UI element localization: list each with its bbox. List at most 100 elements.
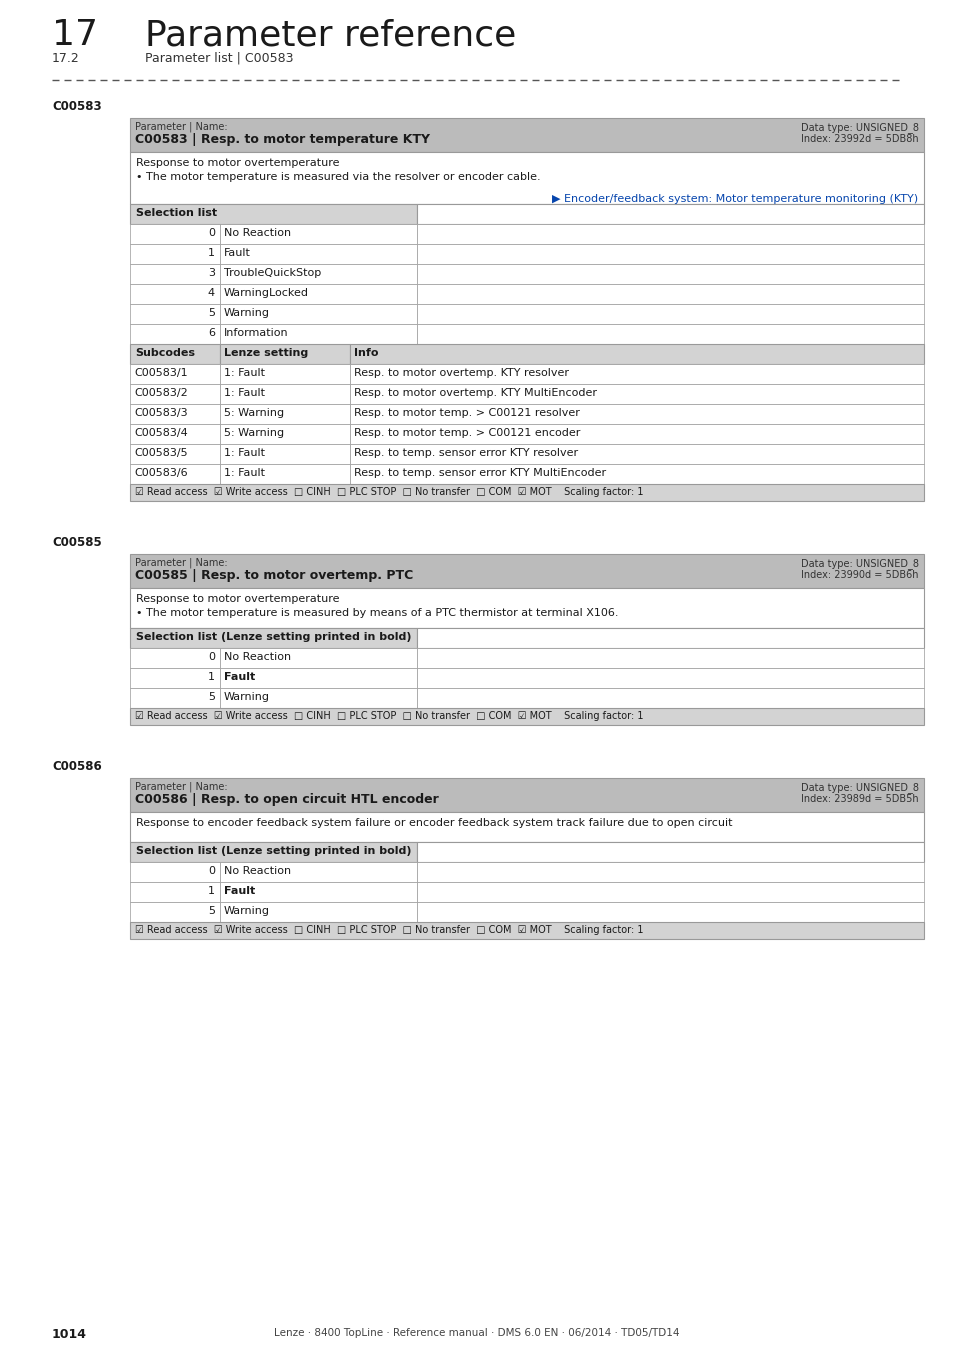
Bar: [416, 902, 923, 922]
Bar: [416, 668, 923, 688]
Text: C00585 | Resp. to motor overtemp. PTC: C00585 | Resp. to motor overtemp. PTC: [135, 568, 413, 582]
Bar: [416, 842, 923, 863]
Text: Info: Info: [354, 348, 378, 358]
Text: ☑ Read access  ☑ Write access  □ CINH  □ PLC STOP  □ No transfer  □ COM  ☑ MOT  : ☑ Read access ☑ Write access □ CINH □ PL…: [135, 925, 643, 936]
Text: Response to motor overtemperature: Response to motor overtemperature: [136, 158, 339, 167]
Bar: [220, 444, 350, 464]
Bar: [220, 344, 350, 364]
Text: Response to motor overtemperature: Response to motor overtemperature: [136, 594, 339, 603]
Text: 1: Fault: 1: Fault: [224, 448, 265, 458]
Text: C00583/5: C00583/5: [133, 448, 188, 458]
Bar: [130, 589, 923, 628]
Text: 5: Warning: 5: Warning: [224, 408, 284, 418]
Bar: [130, 284, 220, 304]
Bar: [130, 244, 220, 265]
Bar: [130, 811, 923, 842]
Text: Warning: Warning: [224, 693, 270, 702]
Text: No Reaction: No Reaction: [224, 228, 291, 238]
Text: Parameter | Name:: Parameter | Name:: [135, 122, 228, 132]
Bar: [220, 464, 350, 485]
Bar: [130, 668, 220, 688]
Text: Resp. to motor temp. > C00121 resolver: Resp. to motor temp. > C00121 resolver: [354, 408, 579, 418]
Bar: [130, 204, 416, 224]
Text: 4: 4: [208, 288, 214, 298]
Bar: [220, 404, 350, 424]
Bar: [130, 863, 220, 882]
Text: Data type: UNSIGNED_8: Data type: UNSIGNED_8: [801, 122, 918, 132]
Text: C00583/6: C00583/6: [133, 468, 188, 478]
Text: C00583 | Resp. to motor temperature KTY: C00583 | Resp. to motor temperature KTY: [135, 134, 430, 146]
Text: Resp. to motor overtemp. KTY MultiEncoder: Resp. to motor overtemp. KTY MultiEncode…: [354, 387, 597, 398]
Text: 1: 1: [208, 886, 214, 896]
Text: Data type: UNSIGNED_8: Data type: UNSIGNED_8: [801, 782, 918, 792]
Text: 1: Fault: 1: Fault: [224, 468, 265, 478]
Bar: [220, 364, 350, 383]
Bar: [220, 383, 350, 404]
Text: C00586 | Resp. to open circuit HTL encoder: C00586 | Resp. to open circuit HTL encod…: [135, 792, 438, 806]
Bar: [220, 284, 416, 304]
Text: Parameter reference: Parameter reference: [145, 18, 516, 53]
Text: 5: Warning: 5: Warning: [224, 428, 284, 437]
Bar: [416, 204, 923, 224]
Bar: [350, 464, 923, 485]
Bar: [130, 364, 220, 383]
Text: No Reaction: No Reaction: [224, 652, 291, 662]
Text: Fault: Fault: [224, 886, 255, 896]
Bar: [130, 485, 923, 501]
Text: Subcodes: Subcodes: [135, 348, 194, 358]
Text: Parameter list | C00583: Parameter list | C00583: [145, 53, 294, 65]
Bar: [130, 707, 923, 725]
Bar: [416, 863, 923, 882]
Bar: [416, 628, 923, 648]
Text: C00583/3: C00583/3: [133, 408, 188, 418]
Text: 6: 6: [208, 328, 214, 338]
Bar: [130, 324, 220, 344]
Text: Parameter | Name:: Parameter | Name:: [135, 782, 228, 792]
Text: ☑ Read access  ☑ Write access  □ CINH  □ PLC STOP  □ No transfer  □ COM  ☑ MOT  : ☑ Read access ☑ Write access □ CINH □ PL…: [135, 711, 643, 721]
Text: 0: 0: [208, 652, 214, 662]
Text: TroubleQuickStop: TroubleQuickStop: [224, 269, 321, 278]
Bar: [130, 444, 220, 464]
Text: Index: 23990d = 5DB6h: Index: 23990d = 5DB6h: [801, 570, 918, 580]
Bar: [130, 464, 220, 485]
Bar: [220, 324, 416, 344]
Bar: [130, 265, 220, 284]
Text: Resp. to motor overtemp. KTY resolver: Resp. to motor overtemp. KTY resolver: [354, 369, 568, 378]
Text: Selection list (Lenze setting printed in bold): Selection list (Lenze setting printed in…: [136, 632, 411, 643]
Text: 1: 1: [208, 248, 214, 258]
Text: Selection list: Selection list: [136, 208, 217, 217]
Text: 1: Fault: 1: Fault: [224, 387, 265, 398]
Bar: [350, 383, 923, 404]
Text: Index: 23989d = 5DB5h: Index: 23989d = 5DB5h: [801, 794, 918, 805]
Text: C00583: C00583: [52, 100, 102, 113]
Text: 1: Fault: 1: Fault: [224, 369, 265, 378]
Bar: [130, 424, 220, 444]
Bar: [130, 554, 923, 589]
Text: ☑ Read access  ☑ Write access  □ CINH  □ PLC STOP  □ No transfer  □ COM  ☑ MOT  : ☑ Read access ☑ Write access □ CINH □ PL…: [135, 487, 643, 497]
Text: Selection list (Lenze setting printed in bold): Selection list (Lenze setting printed in…: [136, 846, 411, 856]
Text: Information: Information: [224, 328, 289, 338]
Text: Warning: Warning: [224, 308, 270, 319]
Bar: [416, 265, 923, 284]
Text: Fault: Fault: [224, 672, 255, 682]
Bar: [416, 882, 923, 902]
Text: C00583/1: C00583/1: [133, 369, 188, 378]
Bar: [220, 882, 416, 902]
Text: 0: 0: [208, 865, 214, 876]
Bar: [130, 648, 220, 668]
Text: C00586: C00586: [52, 760, 102, 774]
Bar: [220, 244, 416, 265]
Text: Response to encoder feedback system failure or encoder feedback system track fai: Response to encoder feedback system fail…: [136, 818, 732, 828]
Bar: [220, 224, 416, 244]
Text: No Reaction: No Reaction: [224, 865, 291, 876]
Bar: [220, 265, 416, 284]
Bar: [130, 778, 923, 811]
Bar: [416, 284, 923, 304]
Text: 1: 1: [208, 672, 214, 682]
Bar: [350, 344, 923, 364]
Text: 1014: 1014: [52, 1328, 87, 1341]
Text: 5: 5: [208, 308, 214, 319]
Bar: [130, 304, 220, 324]
Text: Lenze setting: Lenze setting: [224, 348, 308, 358]
Bar: [130, 628, 416, 648]
